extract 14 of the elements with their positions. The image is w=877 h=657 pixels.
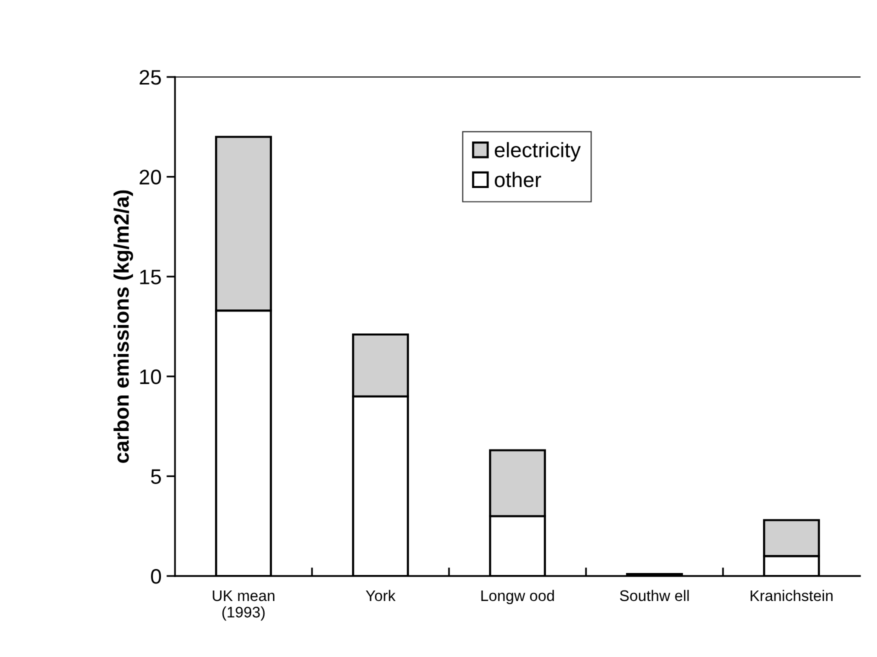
x-tick-label: Southw ell bbox=[620, 590, 689, 602]
y-tick-label: 10 bbox=[140, 369, 161, 384]
y-tick-label: 20 bbox=[140, 170, 161, 185]
x-tick-label: Longw ood bbox=[481, 590, 554, 604]
legend-label: electricity bbox=[494, 142, 581, 162]
y-axis-title: carbon emissions (kg/m2/a) bbox=[114, 190, 134, 463]
y-tick-label: 25 bbox=[140, 70, 161, 85]
legend-label: other bbox=[494, 172, 542, 188]
y-tick-label: 15 bbox=[140, 270, 161, 284]
x-tick-label: UK mean (1993) bbox=[212, 590, 274, 621]
y-tick-label: 0 bbox=[151, 569, 161, 584]
x-tick-label: York bbox=[366, 590, 396, 602]
y-tick-label: 5 bbox=[151, 469, 161, 484]
x-tick-label: Kranichstein bbox=[750, 590, 833, 602]
